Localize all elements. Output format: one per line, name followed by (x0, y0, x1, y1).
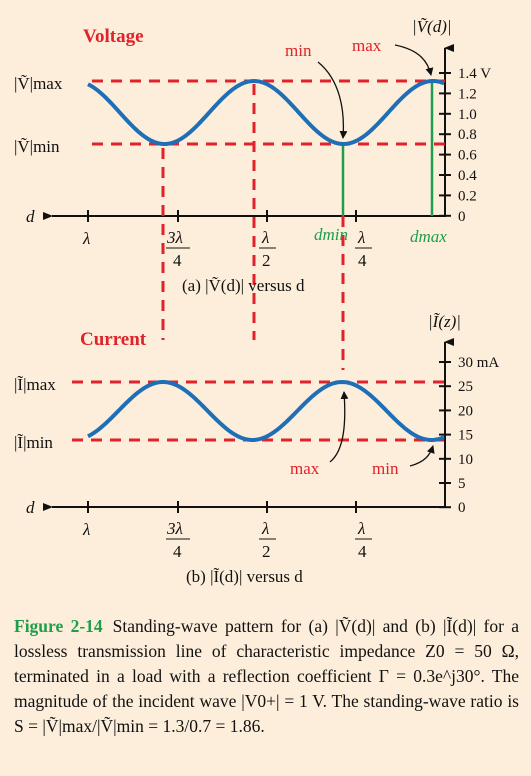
panel-b-tick-3q-num: 3λ (166, 519, 183, 538)
panel-a-x-axis-label: d (26, 207, 35, 226)
panel-b-y-tick-label: 0 (458, 500, 466, 516)
panel-a-y-tick-label: 0 (458, 209, 466, 225)
panel-a-y-tick-label: 0.2 (458, 188, 477, 204)
panel-a-y-tick-label: 0.4 (458, 168, 477, 184)
panel-b-min-arrow (409, 445, 435, 467)
panel-a-tick-quarter-num: λ (357, 228, 365, 247)
panel-b-tick-half-num: λ (261, 519, 269, 538)
panel-b-y-tick-label: 20 (458, 403, 473, 419)
panel-b-x-ticks (87, 501, 357, 513)
panel-b-y-tick-label: 10 (458, 452, 473, 468)
current-curve (87, 379, 445, 443)
panel-a-max-label: |Ṽ|max (14, 74, 63, 93)
panel-a-tick-3q-den: 4 (173, 251, 182, 270)
panel-a-tick-half-num: λ (261, 228, 269, 247)
voltage-curve (87, 78, 445, 147)
panel-a-max-annotation: max (352, 36, 382, 55)
figure-label: Figure 2-14 (14, 616, 103, 636)
panel-b-tick-lambda: λ (82, 520, 90, 539)
panel-b-y-tick-label: 5 (458, 476, 466, 492)
panel-b-min-label: |Ĩ|min (14, 433, 53, 452)
panel-a-caption: (a) |Ṽ(d)| versus d (182, 276, 305, 295)
dmax-label: dmax (410, 227, 447, 246)
panel-a-tick-quarter-den: 4 (358, 251, 367, 270)
panel-b-x-axis-label: d (26, 498, 35, 517)
panel-a-y-tick-label: 1.4 V (458, 66, 491, 82)
panel-b-caption: (b) |Ĩ(d)| versus d (186, 567, 303, 586)
panel-b-y-ticks: 30 mA 25 20 15 10 5 0 (439, 355, 499, 516)
panel-a-y-tick-label: 0.8 (458, 127, 477, 143)
figure-caption-text: Standing-wave pattern for (a) |Ṽ(d)| and… (14, 616, 519, 736)
panel-a-y-tick-label: 0.6 (458, 148, 477, 164)
panel-b-tick-quarter-num: λ (357, 519, 365, 538)
panel-b-y-tick-label: 30 mA (458, 355, 499, 371)
panel-b-title: Current (80, 329, 147, 350)
panel-b-tick-half-den: 2 (262, 542, 271, 561)
standing-wave-figure: Voltage |Ṽ(d)| d 1.4 V 1.2 1.0 0.8 0.6 0.4 0.2… (14, 17, 499, 586)
panel-b-y-tick-label: 15 (458, 428, 473, 444)
panel-b-max-label: |Ĩ|max (14, 375, 56, 394)
dmin-label: dmin (314, 225, 348, 244)
panel-a-min-label: |Ṽ|min (14, 137, 60, 156)
panel-a-tick-3q-num: 3λ (166, 228, 183, 247)
panel-a-tick-lambda: λ (82, 229, 90, 248)
panel-a-min-annotation: min (285, 41, 312, 60)
figure-caption: Figure 2-14 Standing-wave pattern for (a)… (14, 614, 519, 739)
panel-a-min-arrow (317, 61, 348, 139)
panel-a-y-tick-label: 1.2 (458, 86, 477, 102)
panel-a-y-ticks: 1.4 V 1.2 1.0 0.8 0.6 0.4 0.2 0 (439, 66, 491, 225)
panel-a-y-tick-label: 1.0 (458, 107, 477, 123)
panel-b-max-annotation: max (290, 459, 320, 478)
panel-a-tick-half-den: 2 (262, 251, 271, 270)
panel-b-y-axis-label: |Ĩ(z)| (428, 312, 461, 331)
panel-b-tick-3q-den: 4 (173, 542, 182, 561)
panel-a-x-ticks (87, 210, 357, 222)
panel-a-max-arrow (394, 44, 434, 76)
panel-b-min-annotation: min (372, 459, 399, 478)
panel-a-y-axis-label: |Ṽ(d)| (412, 17, 452, 36)
panel-b-y-tick-label: 25 (458, 379, 473, 395)
panel-b-max-arrow (329, 391, 349, 463)
panel-a-title: Voltage (83, 26, 144, 47)
panel-b-tick-quarter-den: 4 (358, 542, 367, 561)
